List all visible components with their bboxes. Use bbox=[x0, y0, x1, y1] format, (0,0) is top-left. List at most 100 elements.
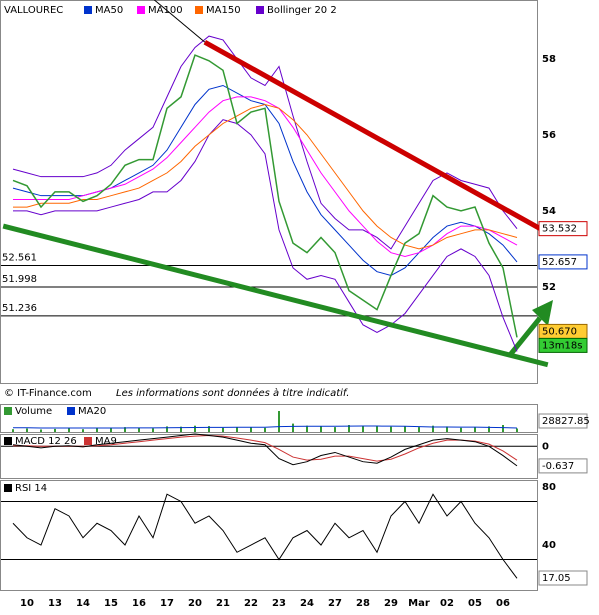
legend-label: MA100 bbox=[148, 5, 183, 16]
volume-bar bbox=[264, 427, 266, 432]
x-tick-label: 14 bbox=[76, 598, 90, 609]
volume-bar bbox=[152, 428, 154, 432]
x-tick-label: 02 bbox=[440, 598, 454, 609]
volume-value-box bbox=[538, 413, 588, 429]
volume-bar bbox=[40, 429, 42, 432]
x-tick-label: 28 bbox=[356, 598, 370, 609]
legend-label: Volume bbox=[15, 406, 52, 417]
volume-bar bbox=[278, 411, 280, 432]
volume-bar bbox=[502, 425, 504, 432]
x-tick-label: 15 bbox=[104, 598, 118, 609]
bollinger-upper bbox=[12, 35, 518, 250]
bollinger-lower bbox=[13, 119, 518, 352]
volume-bar bbox=[390, 426, 392, 432]
volume-bar bbox=[26, 428, 28, 432]
trendline bbox=[154, 0, 206, 43]
ma-line bbox=[13, 96, 518, 257]
y-tick-label: 56 bbox=[542, 130, 556, 141]
macd-frame bbox=[0, 434, 538, 479]
level-label: 51.998 bbox=[2, 274, 37, 285]
copyright: © IT-Finance.com bbox=[4, 388, 92, 399]
volume-bar bbox=[82, 429, 84, 432]
volume-bar bbox=[96, 428, 98, 432]
legend-swatch bbox=[67, 407, 75, 415]
legend-swatch bbox=[195, 6, 203, 14]
last-price: 50.670 bbox=[542, 326, 577, 337]
x-tick-label: 20 bbox=[188, 598, 202, 609]
volume-value: 28827.85 bbox=[542, 416, 590, 427]
trendline bbox=[203, 39, 550, 236]
rsi-value: 17.05 bbox=[542, 573, 571, 584]
upper-value-box bbox=[538, 221, 588, 237]
legend-label: MA20 bbox=[78, 406, 106, 417]
x-tick-label: 23 bbox=[272, 598, 286, 609]
signal-line bbox=[13, 435, 518, 462]
volume-bar bbox=[222, 427, 224, 432]
level-label: 51.236 bbox=[2, 303, 37, 314]
legend-swatch bbox=[84, 6, 92, 14]
level-label: 52.561 bbox=[2, 253, 37, 264]
x-tick-label: 13 bbox=[48, 598, 62, 609]
x-tick-label: 21 bbox=[216, 598, 230, 609]
volume-bar bbox=[208, 426, 210, 432]
volume-bar bbox=[138, 427, 140, 432]
ma20-line bbox=[13, 425, 518, 429]
volume-bar bbox=[250, 427, 252, 432]
ma-line bbox=[13, 103, 518, 250]
volume-bar bbox=[334, 427, 336, 432]
x-tick-label: 16 bbox=[132, 598, 146, 609]
volume-bar bbox=[124, 427, 126, 432]
rsi-frame bbox=[0, 480, 538, 591]
macd-value-box bbox=[538, 458, 588, 474]
x-tick-label: 05 bbox=[468, 598, 482, 609]
volume-bar bbox=[516, 428, 518, 432]
ma50-value: 52.657 bbox=[542, 257, 577, 268]
volume-bar bbox=[292, 423, 294, 432]
disclaimer: Les informations sont données à titre in… bbox=[116, 387, 349, 399]
volume-bar bbox=[194, 425, 196, 432]
trendline bbox=[2, 223, 549, 368]
volume-bar bbox=[404, 426, 406, 432]
y-tick-label: 80 bbox=[542, 482, 556, 493]
x-tick-label: 24 bbox=[300, 598, 314, 609]
x-tick-label: 17 bbox=[160, 598, 174, 609]
y-tick-label: 52 bbox=[542, 282, 556, 293]
ma50-value-box bbox=[538, 254, 588, 270]
legend-swatch bbox=[4, 407, 12, 415]
x-tick-label: 10 bbox=[20, 598, 34, 609]
x-tick-label: 22 bbox=[244, 598, 258, 609]
legend-swatch bbox=[84, 437, 92, 445]
y-tick-label: 0 bbox=[542, 441, 549, 452]
arrow bbox=[508, 316, 542, 357]
volume-bar bbox=[362, 425, 364, 432]
volume-bar bbox=[376, 426, 378, 432]
volume-bar bbox=[54, 428, 56, 432]
volume-bar bbox=[432, 425, 434, 432]
legend-label: MA50 bbox=[95, 5, 123, 16]
legend-label: RSI 14 bbox=[15, 483, 47, 494]
rsi-value-box bbox=[538, 570, 588, 586]
volume-bar bbox=[446, 426, 448, 432]
legend-label: MA9 bbox=[95, 436, 117, 447]
volume-bar bbox=[348, 425, 350, 432]
timer-box bbox=[538, 337, 588, 353]
arrow-head bbox=[532, 300, 553, 326]
price-line bbox=[12, 54, 518, 338]
legend-swatch bbox=[137, 6, 145, 14]
legend-label: MA150 bbox=[206, 5, 241, 16]
x-tick-label: 27 bbox=[328, 598, 342, 609]
x-tick-label: 06 bbox=[496, 598, 510, 609]
volume-frame bbox=[0, 404, 538, 433]
legend-swatch bbox=[4, 484, 12, 492]
volume-bar bbox=[474, 427, 476, 432]
y-tick-label: 54 bbox=[542, 206, 556, 217]
volume-bar bbox=[180, 426, 182, 432]
volume-bar bbox=[166, 426, 168, 432]
volume-bar bbox=[12, 429, 14, 432]
legend-swatch bbox=[256, 6, 264, 14]
y-tick-label: 40 bbox=[542, 540, 556, 551]
y-tick-label: 58 bbox=[542, 54, 556, 65]
volume-bar bbox=[110, 428, 112, 432]
volume-bar bbox=[460, 427, 462, 432]
